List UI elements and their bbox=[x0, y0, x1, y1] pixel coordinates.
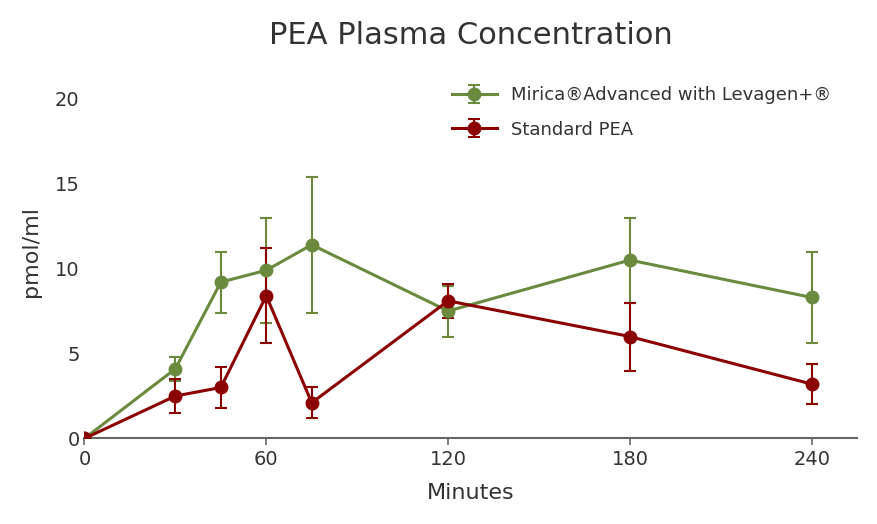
Y-axis label: pmol/ml: pmol/ml bbox=[21, 206, 41, 297]
X-axis label: Minutes: Minutes bbox=[426, 483, 514, 503]
Legend: Mirica®Advanced with Levagen+®, Standard PEA: Mirica®Advanced with Levagen+®, Standard… bbox=[442, 78, 839, 148]
Title: PEA Plasma Concentration: PEA Plasma Concentration bbox=[268, 21, 672, 50]
